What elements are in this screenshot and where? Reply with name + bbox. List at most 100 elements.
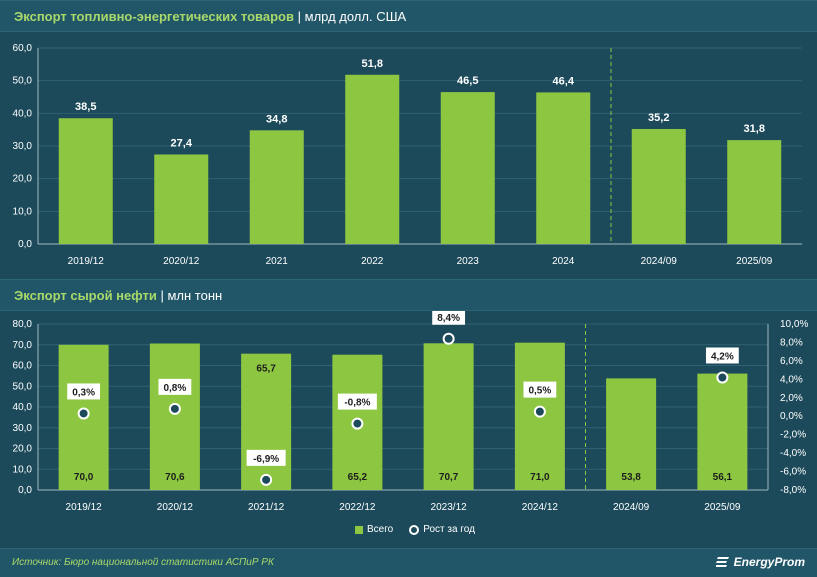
chart2-ytick-right-label: 6,0%: [780, 356, 803, 367]
chart2-growth-point: [533, 405, 546, 418]
chart1-svg: 0,0 10,0 20,0 30,0 40,0 50,0 60,0 38,5 2019/12 27…: [13, 43, 802, 267]
chart2-growth-point: [442, 332, 455, 345]
chart2-svg: 0,0 10,0 20,0 30,0 40,0 50,0 60,0 70,0 80,0 -8,0%…: [13, 311, 808, 513]
chart2-ytick-left-label: 10,0: [13, 464, 33, 475]
chart1-ytick-label: 10,0: [13, 206, 33, 217]
chart2-ytick-right-label: -6,0%: [780, 467, 806, 478]
chart2-ytick-left-label: 60,0: [13, 361, 33, 372]
chart2-growth-label: -6,9%: [253, 454, 279, 465]
chart2-growth-point: [716, 371, 729, 384]
chart2-growth-point: [260, 473, 273, 486]
chart1-value-label: 38,5: [75, 101, 96, 113]
chart1-bar: [345, 74, 400, 244]
chart1-bar: [154, 154, 209, 244]
chart2-growth-point: [168, 402, 181, 415]
chart1-ytick-label: 50,0: [13, 76, 33, 87]
chart2-title-bar: Экспорт сырой нефти | млн тонн: [0, 279, 817, 311]
chart2-bar-value-label: 70,6: [165, 472, 185, 483]
chart2-growth-label-box: [67, 383, 101, 400]
chart2-growth-label: 8,4%: [437, 313, 460, 324]
chart2-growth-label: 0,8%: [163, 383, 186, 394]
chart2-growth-label: 0,5%: [528, 386, 551, 397]
chart2-growth-label-box: [523, 381, 557, 398]
chart2-category-label: 2024/09: [613, 502, 650, 513]
chart2-ytick-left-label: 80,0: [13, 319, 33, 330]
chart1-title: Экспорт топливно-энергетических товаров: [14, 9, 294, 24]
chart2-title: Экспорт сырой нефти: [14, 288, 157, 303]
source-text: Источник: Бюро национальной статистики А…: [12, 557, 274, 568]
legend-item-dot: Рост за год: [409, 524, 475, 535]
chart1-value-label: 46,4: [553, 75, 575, 87]
chart2-growth-label: 4,2%: [711, 351, 734, 362]
chart2-bar: [423, 343, 474, 490]
chart1-value-label: 46,5: [457, 75, 478, 87]
chart2-bar: [697, 373, 748, 490]
chart1-value-label: 51,8: [362, 58, 383, 70]
chart1-category-label: 2023: [457, 256, 480, 267]
chart2-bar-value-label: 53,8: [621, 472, 641, 483]
chart2-ytick-right-label: -8,0%: [780, 485, 806, 496]
chart2-ytick-left-label: 50,0: [13, 381, 33, 392]
chart2-category-label: 2021/12: [248, 502, 285, 513]
chart2-ytick-left-label: 0,0: [18, 485, 32, 496]
chart2-growth-label: -0,8%: [344, 398, 370, 409]
chart2-bar-value-label: 56,1: [713, 472, 733, 483]
chart2-legend: Всего Рост за год: [355, 524, 475, 535]
chart2-category-label: 2019/12: [66, 502, 103, 513]
footer: Источник: Бюро национальной статистики А…: [0, 548, 817, 577]
chart2-ytick-right-label: -4,0%: [780, 448, 806, 459]
chart1-unit: млрд долл. США: [304, 9, 407, 24]
chart2-growth-label-box: [246, 449, 286, 466]
chart1-category-label: 2020/12: [163, 256, 200, 267]
chart2-bar-value-label: 70,0: [74, 472, 94, 483]
chart2-category-label: 2023/12: [431, 502, 468, 513]
chart1-category-label: 2025/09: [736, 256, 773, 267]
chart1-ytick-label: 60,0: [13, 43, 33, 54]
chart1-title-bar: Экспорт топливно-энергетических товаров …: [0, 0, 817, 32]
chart2-growth-label-box: [158, 378, 192, 395]
chart1-category-label: 2024/09: [641, 256, 678, 267]
chart2-bar-value-label: 70,7: [439, 472, 459, 483]
chart2-growth-point: [77, 407, 90, 420]
chart2-growth-point: [351, 417, 364, 430]
legend-bar-label: Всего: [367, 524, 394, 535]
chart2-ytick-left-label: 40,0: [13, 402, 33, 413]
chart2-ytick-right-label: 0,0%: [780, 411, 803, 422]
chart1-ytick-label: 30,0: [13, 141, 33, 152]
chart2-bar: [606, 378, 657, 490]
brand-name: EnergyProm: [733, 555, 805, 569]
chart1-bar: [249, 130, 304, 244]
chart2-bar-value-label: 65,2: [348, 472, 368, 483]
chart1-category-label: 2019/12: [68, 256, 105, 267]
chart2-growth-label-box: [705, 347, 739, 364]
chart2-bar: [241, 353, 292, 490]
chart1-category-label: 2021: [266, 256, 289, 267]
chart1-ytick-label: 20,0: [13, 174, 33, 185]
chart2-ytick-left-label: 70,0: [13, 340, 33, 351]
chart1-value-label: 27,4: [171, 137, 193, 149]
chart1-category-label: 2022: [361, 256, 384, 267]
chart2-growth-label-box: [432, 311, 466, 325]
chart1-value-label: 34,8: [266, 113, 287, 125]
chart2-category-label: 2025/09: [704, 502, 741, 513]
chart1-category-label: 2024: [552, 256, 575, 267]
chart2-ytick-left-label: 20,0: [13, 444, 33, 455]
chart1-value-label: 31,8: [744, 123, 765, 135]
chart2-bar-value-label: 71,0: [530, 472, 550, 483]
legend-dot-label: Рост за год: [423, 524, 475, 535]
chart2-category-label: 2022/12: [339, 502, 376, 513]
chart2-category-label: 2020/12: [157, 502, 194, 513]
chart2-bar-value-label: 65,7: [256, 364, 276, 375]
legend-dot-marker: [409, 524, 420, 535]
chart1-bar: [536, 92, 591, 244]
chart2-growth-label: 0,3%: [72, 387, 95, 398]
chart2-category-label: 2024/12: [522, 502, 559, 513]
chart1-ytick-label: 0,0: [18, 239, 32, 250]
chart2-ytick-right-label: 4,0%: [780, 374, 803, 385]
energyprom-logo-icon: [715, 557, 729, 567]
chart2-unit: млн тонн: [167, 288, 223, 303]
chart1-ytick-label: 40,0: [13, 108, 33, 119]
legend-item-bar: Всего: [355, 524, 393, 535]
chart2-ytick-right-label: 8,0%: [780, 337, 803, 348]
chart1-bar: [58, 118, 113, 244]
